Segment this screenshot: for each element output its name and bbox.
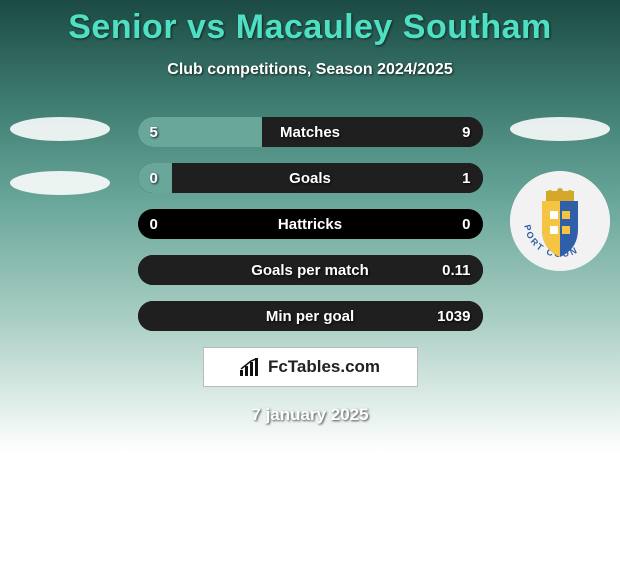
stat-row: 0Goals1 (138, 163, 483, 193)
stat-label: Matches (138, 117, 483, 147)
stat-value-right: 1039 (425, 301, 482, 331)
brand-logo[interactable]: FcTables.com (203, 347, 418, 387)
comparison-area: PORT COUN 5Matches90Goals10Hattricks0Goa… (0, 117, 620, 331)
stat-row: Min per goal1039 (138, 301, 483, 331)
stat-value-right: 0 (450, 209, 482, 239)
club-avatar-left-1 (10, 171, 110, 195)
stat-row: Goals per match0.11 (138, 255, 483, 285)
brand-text: FcTables.com (268, 357, 380, 377)
left-avatar-column (10, 117, 110, 225)
club-crest-right: PORT COUN (510, 171, 610, 271)
player-avatar-left-1 (10, 117, 110, 141)
stat-value-right: 9 (450, 117, 482, 147)
stat-label: Goals (138, 163, 483, 193)
stat-value-right: 1 (450, 163, 482, 193)
date-text: 7 january 2025 (0, 405, 620, 425)
stat-row: 5Matches9 (138, 117, 483, 147)
page-subtitle: Club competitions, Season 2024/2025 (0, 61, 620, 79)
stat-row: 0Hattricks0 (138, 209, 483, 239)
page-title: Senior vs Macauley Southam (0, 8, 620, 47)
right-avatar-column: PORT COUN (510, 117, 610, 271)
stat-value-right: 0.11 (430, 255, 482, 285)
player-avatar-right-1 (510, 117, 610, 141)
stat-label: Hattricks (138, 209, 483, 239)
